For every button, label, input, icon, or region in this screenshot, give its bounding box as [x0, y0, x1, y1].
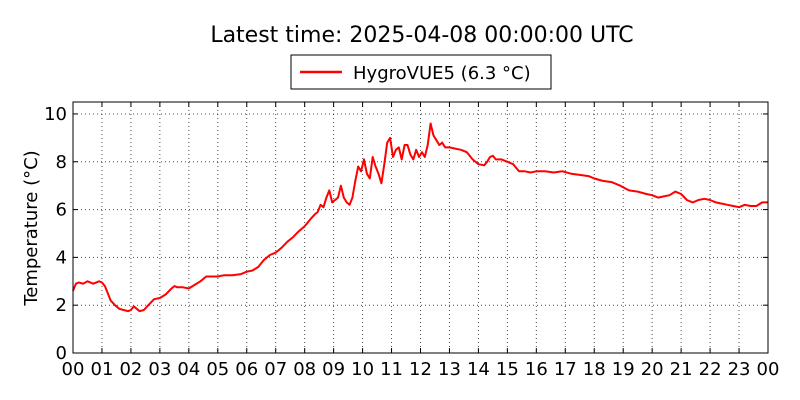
chart-title: Latest time: 2025-04-08 00:00:00 UTC — [210, 23, 633, 48]
x-tick-label: 02 — [119, 359, 142, 380]
x-tick-labels: 00 01 02 03 04 05 06 07 08 09 10 11 12 13 14 15 16 17 18 19… — [62, 359, 780, 380]
y-tick-labels: 0 2 4 6 8 10 — [44, 104, 67, 364]
y-tick-label: 10 — [44, 104, 67, 125]
x-tick-label: 17 — [554, 359, 577, 380]
y-axis-label: Temperature (°C) — [21, 150, 42, 306]
x-tick-label: 23 — [728, 359, 751, 380]
x-tick-label: 00 — [62, 359, 85, 380]
x-tick-label: 07 — [264, 359, 287, 380]
x-tick-label: 13 — [438, 359, 461, 380]
y-tick-label: 6 — [56, 200, 67, 221]
ticks — [72, 102, 769, 354]
y-tick-label: 8 — [56, 152, 67, 173]
x-tick-label: 00 — [757, 359, 780, 380]
x-tick-label: 06 — [235, 359, 258, 380]
x-tick-label: 20 — [641, 359, 664, 380]
x-tick-label: 19 — [612, 359, 635, 380]
plot-frame — [72, 101, 769, 354]
x-tick-label: 12 — [409, 359, 432, 380]
legend: HygroVUE5 (6.3 °C) — [290, 54, 552, 90]
x-tick-label: 08 — [293, 359, 316, 380]
x-tick-label: 01 — [91, 359, 114, 380]
series-layer — [72, 122, 768, 313]
y-tick-label: 4 — [56, 247, 67, 268]
y-tick-label: 0 — [56, 343, 67, 364]
x-tick-label: 16 — [525, 359, 548, 380]
legend-entry: HygroVUE5 (6.3 °C) — [353, 63, 531, 84]
series-line — [72, 122, 768, 313]
x-tick-label: 04 — [177, 359, 200, 380]
x-tick-label: 03 — [148, 359, 171, 380]
x-tick-label: 10 — [351, 359, 374, 380]
x-tick-label: 14 — [467, 359, 490, 380]
grid — [73, 102, 768, 353]
x-tick-label: 05 — [206, 359, 229, 380]
x-tick-label: 15 — [496, 359, 519, 380]
x-tick-label: 18 — [583, 359, 606, 380]
x-tick-label: 21 — [670, 359, 693, 380]
x-tick-label: 09 — [322, 359, 345, 380]
x-tick-label: 22 — [699, 359, 722, 380]
y-tick-label: 2 — [56, 295, 67, 316]
x-tick-label: 11 — [380, 359, 403, 380]
